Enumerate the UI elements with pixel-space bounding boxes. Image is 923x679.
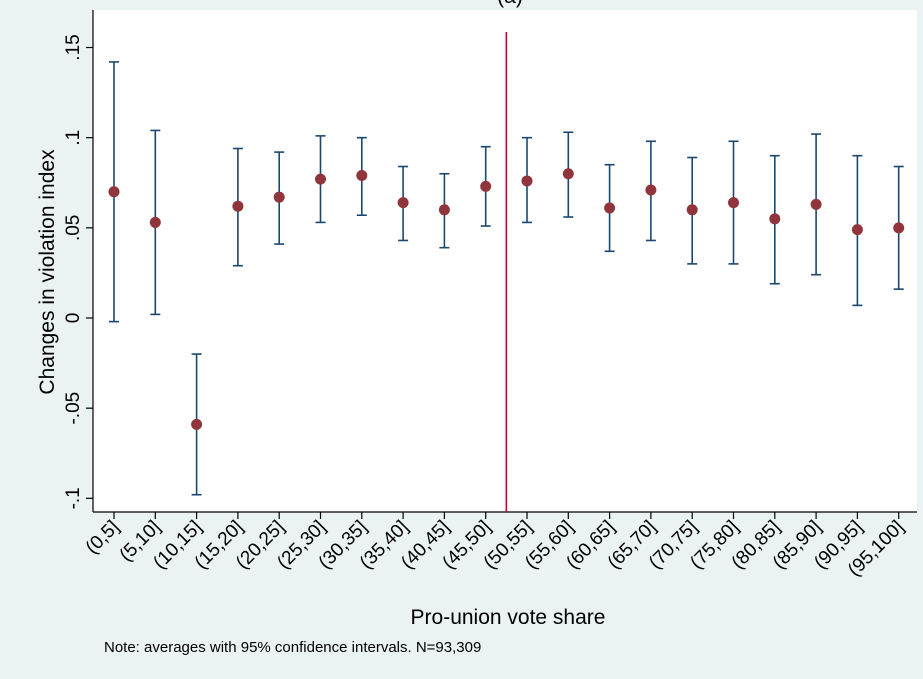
data-point-group: [438, 172, 450, 249]
chart-title: (a): [497, 0, 523, 8]
data-point-group: [686, 156, 698, 265]
data-point-group: [191, 353, 203, 496]
data-point-group: [480, 145, 492, 227]
data-point: [810, 198, 822, 210]
data-point-group: [769, 154, 781, 285]
data-point: [108, 186, 120, 198]
data-point: [851, 224, 863, 236]
plot-area: [93, 10, 917, 512]
data-point-group: [604, 163, 616, 253]
data-point: [315, 173, 326, 185]
data-point: [521, 175, 533, 187]
data-point-group: [149, 129, 161, 316]
x-axis-title: Pro-union vote share: [411, 606, 606, 629]
data-point: [645, 184, 657, 196]
y-tick-label: .15: [63, 34, 84, 60]
data-point-group: [232, 147, 244, 267]
y-tick-label: -.05: [63, 392, 84, 425]
data-point: [191, 418, 203, 430]
data-point: [438, 204, 450, 216]
data-point-group: [356, 136, 368, 217]
y-axis: -.1 -.05 0 .05 .1 .15: [63, 10, 94, 512]
data-point: [232, 200, 244, 212]
data-point-group: [728, 140, 739, 265]
data-point: [562, 168, 574, 180]
data-point-group: [645, 140, 657, 242]
data-point-group: [810, 133, 822, 276]
data-point: [480, 180, 492, 192]
data-point-group: [108, 61, 120, 323]
data-point: [356, 170, 368, 182]
data-point: [604, 202, 616, 214]
y-tick-label: 0: [63, 313, 84, 324]
data-point-group: [521, 136, 533, 224]
y-tick-label: -.1: [63, 487, 84, 509]
data-point: [893, 222, 905, 234]
data-point-group: [273, 151, 285, 245]
data-point: [686, 204, 698, 216]
data-point: [273, 191, 285, 203]
data-point: [728, 197, 739, 209]
data-point-group: [562, 131, 574, 218]
chart-note: Note: averages with 95% confidence inter…: [104, 639, 481, 656]
data-marks: [108, 61, 905, 496]
data-point-group: [851, 154, 863, 307]
data-point: [397, 197, 409, 209]
y-tick-label: .1: [63, 130, 84, 146]
data-point-group: [397, 165, 409, 242]
y-axis-title: Changes in violation index: [36, 149, 59, 395]
data-point: [769, 213, 781, 225]
y-tick-label: .05: [63, 215, 84, 241]
data-point-group: [315, 135, 326, 224]
data-point: [149, 216, 161, 228]
data-point-group: [893, 165, 905, 290]
